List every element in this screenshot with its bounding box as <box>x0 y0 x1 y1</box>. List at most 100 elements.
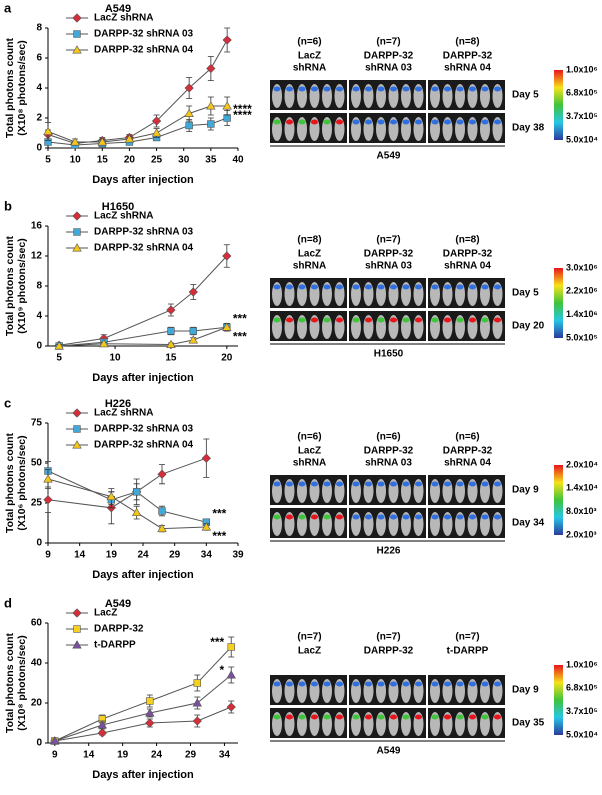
colorbar-label: 1.0x10⁶ <box>566 659 598 669</box>
series-line <box>54 674 232 742</box>
legend-label: t-DARPP <box>94 640 136 651</box>
marker <box>227 643 235 651</box>
marker <box>70 137 80 146</box>
series-line <box>47 457 207 509</box>
panel-label: b <box>4 198 12 213</box>
signal <box>469 714 476 720</box>
signal <box>273 514 281 520</box>
signal <box>469 514 476 520</box>
image-panel <box>428 80 505 110</box>
y-tick-label: 40 <box>31 658 43 669</box>
panel-label: c <box>4 395 11 410</box>
signal <box>311 119 318 125</box>
signal <box>481 86 489 92</box>
signal <box>469 119 476 125</box>
series-line <box>59 255 228 346</box>
marker <box>184 83 194 93</box>
signal <box>431 481 439 487</box>
signal <box>273 119 281 125</box>
signal <box>352 86 360 92</box>
marker <box>226 670 236 679</box>
group-n: (n=8) <box>455 37 479 48</box>
x-tick-label: 15 <box>165 353 177 364</box>
signal <box>456 681 464 687</box>
group-name: DARPP-32 <box>364 646 414 657</box>
signal <box>402 481 410 487</box>
x-tick-label: 20 <box>221 353 233 364</box>
marker <box>167 327 175 335</box>
signal <box>456 714 464 720</box>
signal <box>431 119 439 125</box>
image-panel <box>428 311 505 341</box>
image-panel <box>270 278 347 308</box>
signal <box>402 284 410 290</box>
group-name: shRNA 03 <box>365 261 412 272</box>
colorbar-label: 8.0x10³ <box>566 506 597 516</box>
legend-label: DARPP-32 shRNA 03 <box>94 424 194 435</box>
signal <box>323 514 331 520</box>
group-n: (n=7) <box>455 632 479 643</box>
marker <box>223 114 231 122</box>
signal <box>286 119 293 125</box>
day-label: Day 20 <box>512 321 545 332</box>
marker <box>192 698 203 707</box>
colorbar-label: 2.0x10⁴ <box>566 459 598 469</box>
y-tick-label: 4 <box>36 83 42 94</box>
y-tick-label: 4 <box>36 311 42 322</box>
y-tick-label: 2 <box>36 113 42 124</box>
signal <box>456 514 464 520</box>
legend-label: DARPP-32 shRNA 03 <box>94 29 194 40</box>
signal <box>365 481 372 487</box>
signal <box>336 119 343 125</box>
y-tick-label: 0 <box>36 738 42 749</box>
signal <box>365 86 372 92</box>
chart-title: H226 <box>105 398 131 410</box>
signal <box>402 514 410 520</box>
x-tick-label: 19 <box>106 550 118 561</box>
signal <box>469 317 476 323</box>
marker <box>185 121 193 130</box>
marker <box>72 440 82 449</box>
image-panel <box>270 80 347 110</box>
annotation: **** <box>233 108 252 122</box>
signal <box>402 86 410 92</box>
panel-label: d <box>4 595 12 610</box>
marker <box>193 679 201 687</box>
colorbar-label: 1.4x10⁶ <box>566 309 598 319</box>
group-n: (n=8) <box>297 235 321 246</box>
signal <box>402 681 410 687</box>
y-axis-label: Total photons count <box>4 37 16 138</box>
signal <box>377 119 385 125</box>
colorbar-label: 5.0x10⁴ <box>566 729 598 739</box>
x-tick-label: 40 <box>232 155 244 166</box>
signal <box>494 86 501 92</box>
marker <box>97 137 108 146</box>
signal <box>273 86 281 92</box>
group-name: DARPP-32 <box>364 51 414 62</box>
marker <box>72 211 82 221</box>
signal <box>311 681 318 687</box>
annotation: * <box>220 663 225 677</box>
marker <box>192 716 202 726</box>
y-axis-label: (X10⁶ photons/sec) <box>16 435 28 530</box>
group-n: (n=6) <box>455 432 479 443</box>
marker <box>72 640 82 649</box>
legend-label: DARPP-32 shRNA 04 <box>94 45 194 56</box>
y-tick-label: 25 <box>31 498 43 509</box>
signal <box>390 481 397 487</box>
signal <box>431 317 439 323</box>
marker <box>145 708 155 717</box>
signal <box>286 681 293 687</box>
signal <box>444 119 451 125</box>
y-tick-label: 0 <box>36 341 42 352</box>
signal <box>377 481 385 487</box>
signal <box>402 714 410 720</box>
image-panel <box>428 475 505 505</box>
legend-label: DARPP-32 shRNA 04 <box>94 243 194 254</box>
colorbar-label: 6.8x10⁵ <box>566 88 598 98</box>
marker <box>206 101 216 110</box>
signal <box>311 317 318 323</box>
marker <box>73 625 81 633</box>
y-tick-label: 12 <box>31 251 43 262</box>
